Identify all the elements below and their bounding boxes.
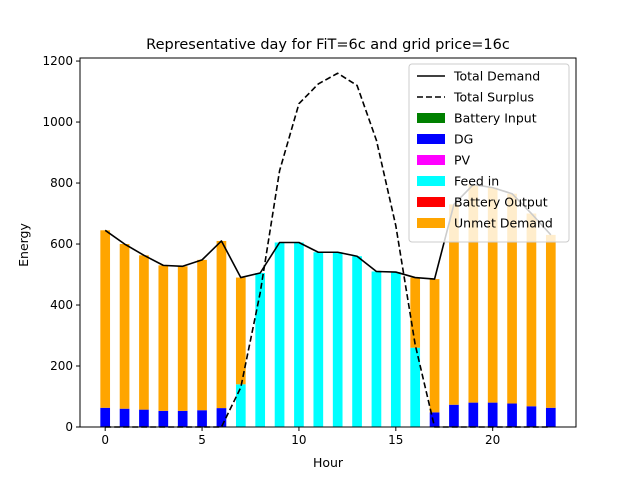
bar-dg-hour-19: [468, 402, 479, 427]
legend-swatch-unmet-demand: [417, 218, 445, 228]
bar-feed-in-hour-9: [274, 242, 285, 427]
bar-unmet-demand-hour-18: [449, 204, 459, 405]
legend-swatch-battery-input: [417, 113, 445, 123]
y-tick-label-1200: 1200: [42, 54, 73, 68]
bar-unmet-demand-hour-20: [487, 187, 498, 403]
bar-feed-in-hour-8: [255, 272, 266, 427]
bar-dg-hour-6: [216, 408, 227, 427]
y-tick-label-1000: 1000: [42, 115, 73, 129]
bar-dg-hour-20: [487, 402, 498, 427]
legend-label-battery-input: Battery Input: [454, 111, 537, 126]
bar-unmet-demand-hour-5: [197, 259, 207, 411]
bar-dg-hour-17: [429, 412, 440, 427]
bar-feed-in-hour-15: [390, 272, 401, 427]
x-axis-label: Hour: [313, 455, 344, 470]
bar-dg-hour-2: [139, 409, 149, 427]
legend-label-dg: DG: [454, 132, 473, 147]
bar-feed-in-hour-7: [235, 384, 246, 427]
bar-unmet-demand-hour-1: [119, 244, 130, 409]
legend-swatch-pv: [417, 155, 445, 165]
legend-box: [408, 63, 570, 243]
bar-dg-hour-5: [197, 410, 207, 427]
bar-unmet-demand-hour-23: [545, 234, 556, 408]
bar-feed-in-hour-14: [371, 271, 382, 427]
x-tick-label-20: 20: [485, 433, 500, 447]
bar-feed-in-hour-11: [313, 252, 324, 427]
y-tick-label-800: 800: [50, 176, 73, 190]
bar-unmet-demand-hour-16: [410, 277, 421, 348]
bar-dg-hour-0: [100, 407, 111, 427]
y-axis-label: Energy: [16, 223, 31, 267]
bar-unmet-demand-hour-17: [429, 279, 440, 413]
bars-layer: [100, 184, 556, 427]
bar-unmet-demand-hour-7: [235, 277, 246, 385]
legend: Total Demand Total Surplus Battery Input DG…: [408, 63, 570, 243]
bar-dg-hour-4: [177, 410, 188, 427]
bar-dg-hour-3: [158, 410, 169, 427]
bar-feed-in-hour-16: [410, 347, 421, 427]
legend-label-total-surplus: Total Surplus: [453, 90, 534, 105]
bar-unmet-demand-hour-19: [468, 184, 479, 403]
bar-unmet-demand-hour-3: [158, 265, 169, 411]
legend-label-battery-output: Battery Output: [454, 195, 548, 210]
bar-dg-hour-23: [545, 407, 556, 427]
x-tick-label-15: 15: [388, 433, 403, 447]
legend-label-unmet-demand: Unmet Demand: [454, 216, 553, 231]
x-tick-label-10: 10: [291, 433, 306, 447]
x-tick-label-0: 0: [101, 433, 109, 447]
legend-swatch-feed-in: [417, 176, 445, 186]
y-tick-label-400: 400: [50, 298, 73, 312]
legend-label-total-demand: Total Demand: [453, 69, 540, 84]
bar-feed-in-hour-13: [352, 256, 362, 427]
bar-dg-hour-1: [119, 408, 130, 427]
legend-swatch-dg: [417, 134, 445, 144]
bar-unmet-demand-hour-0: [100, 230, 111, 408]
plot-frame: [79, 57, 577, 428]
legend-swatch-battery-output: [417, 197, 445, 207]
y-tick-label-200: 200: [50, 359, 73, 373]
y-tick-label-600: 600: [50, 237, 73, 251]
bar-unmet-demand-hour-6: [216, 240, 227, 409]
bar-feed-in-hour-10: [294, 242, 304, 427]
legend-label-feed-in: Feed in: [454, 174, 499, 189]
y-tick-label-0: 0: [65, 420, 73, 434]
bar-unmet-demand-hour-21: [507, 193, 517, 404]
x-tick-label-5: 5: [198, 433, 206, 447]
bar-unmet-demand-hour-22: [526, 213, 537, 407]
bar-dg-hour-22: [526, 406, 537, 427]
bar-dg-hour-18: [449, 404, 459, 427]
chart-title: Representative day for FiT=6c and grid p…: [146, 37, 510, 53]
bar-feed-in-hour-12: [332, 252, 343, 427]
bar-dg-hour-21: [507, 403, 517, 427]
bar-unmet-demand-hour-2: [139, 255, 149, 410]
legend-label-pv: PV: [454, 153, 471, 168]
bar-unmet-demand-hour-4: [177, 266, 188, 411]
